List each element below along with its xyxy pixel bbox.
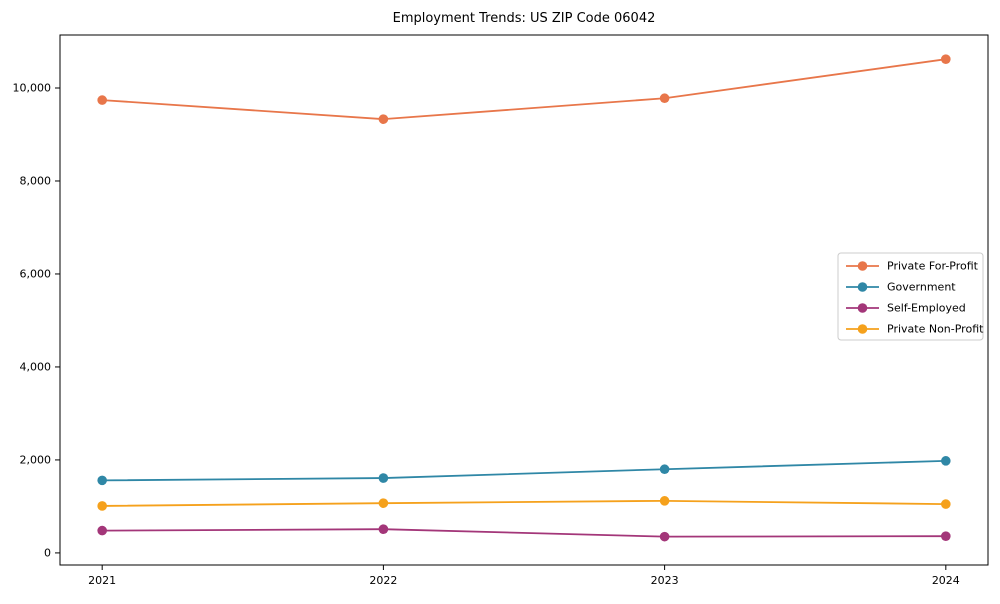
x-tick-label: 2023 <box>651 574 679 587</box>
legend-sample-marker <box>857 261 868 271</box>
data-point-self-employed-2023 <box>659 531 670 542</box>
y-tick-label: 0 <box>44 546 51 559</box>
data-point-private-non-profit-2024 <box>941 499 951 509</box>
data-point-government-2023 <box>659 464 670 475</box>
data-point-private-for-profit-2022 <box>378 114 389 124</box>
data-point-self-employed-2022 <box>378 524 389 535</box>
x-tick-label: 2024 <box>932 574 960 587</box>
data-point-private-non-profit-2022 <box>378 498 389 508</box>
legend-sample-marker <box>857 324 868 334</box>
plot-layer: 0 2,000 4,000 6,000 8,000 10,000 2021 2022 2023 2… <box>13 34 989 587</box>
data-point-self-employed-2021 <box>97 525 107 536</box>
data-point-government-2024 <box>941 456 951 466</box>
legend-label: Private Non-Profit <box>887 323 984 336</box>
y-tick-label: 4,000 <box>20 360 52 373</box>
series-line-self-employed <box>102 528 946 538</box>
legend-label: Self-Employed <box>887 302 966 315</box>
series-line-private-for-profit <box>102 58 946 121</box>
y-tick-label: 8,000 <box>20 174 52 187</box>
plot-area <box>59 34 989 566</box>
x-tick-label: 2021 <box>88 574 116 587</box>
data-point-private-for-profit-2023 <box>659 93 670 104</box>
legend-label: Government <box>887 281 956 294</box>
data-point-private-for-profit-2024 <box>941 54 951 64</box>
legend-label: Private For-Profit <box>887 260 979 273</box>
legend-sample-marker <box>857 282 868 292</box>
data-point-private-for-profit-2021 <box>97 95 107 105</box>
data-point-self-employed-2024 <box>941 531 951 541</box>
series-line-government <box>102 459 946 482</box>
data-point-government-2021 <box>97 475 107 486</box>
x-tick-label: 2022 <box>369 574 397 587</box>
data-point-private-non-profit-2023 <box>659 496 670 506</box>
chart-title: Employment Trends: US ZIP Code 06042 <box>393 11 656 26</box>
series-line-private-non-profit <box>102 499 946 507</box>
data-point-private-non-profit-2021 <box>97 501 107 511</box>
legend-sample-marker <box>857 303 868 313</box>
y-tick-label: 6,000 <box>20 267 52 280</box>
legend-box <box>837 252 984 341</box>
y-tick-label: 2,000 <box>20 453 52 466</box>
y-tick-label: 10,000 <box>13 82 52 95</box>
data-point-government-2022 <box>378 473 389 483</box>
